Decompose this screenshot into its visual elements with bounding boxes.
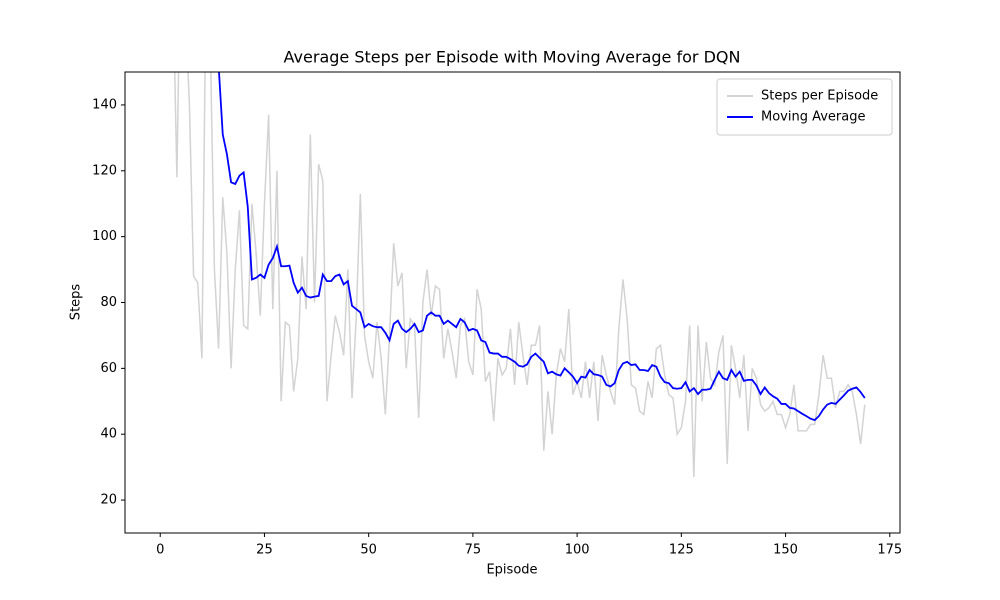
y-tick-label: 100: [92, 229, 117, 244]
x-tick-label: 25: [256, 543, 273, 558]
series-line: [174, 72, 866, 478]
y-tick-label: 60: [100, 361, 117, 376]
x-tick-label: 175: [877, 543, 902, 558]
legend-label: Moving Average: [761, 110, 865, 125]
legend-label: Steps per Episode: [761, 89, 878, 104]
y-tick-label: 40: [100, 427, 117, 442]
plot-area: [174, 72, 866, 478]
x-tick-label: 125: [669, 543, 694, 558]
y-tick-label: 80: [100, 295, 117, 310]
legend-box: [716, 78, 893, 136]
chart-title: Average Steps per Episode with Moving Av…: [284, 48, 741, 67]
x-axis-label: Episode: [486, 563, 537, 578]
y-tick-label: 20: [100, 493, 117, 508]
y-axis-label: Steps: [69, 284, 84, 321]
x-tick-label: 50: [360, 543, 377, 558]
y-tick-label: 140: [92, 97, 117, 112]
y-tick-label: 120: [92, 163, 117, 178]
series-line: [218, 72, 866, 422]
x-tick-label: 100: [565, 543, 590, 558]
x-tick-label: 0: [156, 543, 164, 558]
x-tick-label: 75: [465, 543, 482, 558]
x-tick-label: 150: [773, 543, 798, 558]
